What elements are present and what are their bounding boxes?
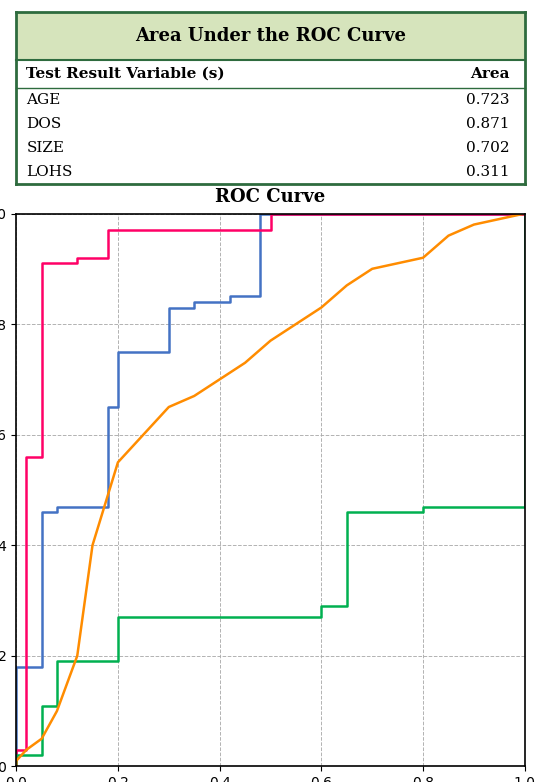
Text: Area: Area xyxy=(470,67,510,81)
Text: 0.311: 0.311 xyxy=(466,166,510,179)
Text: Area Under the ROC Curve: Area Under the ROC Curve xyxy=(135,27,406,45)
Bar xyxy=(16,12,525,60)
Text: 0.723: 0.723 xyxy=(466,93,510,107)
Text: AGE: AGE xyxy=(27,93,61,107)
Text: Test Result Variable (s): Test Result Variable (s) xyxy=(27,67,225,81)
Title: ROC Curve: ROC Curve xyxy=(215,188,326,206)
Text: LOHS: LOHS xyxy=(27,166,73,179)
Text: DOS: DOS xyxy=(27,117,62,131)
Text: SIZE: SIZE xyxy=(27,142,64,155)
Text: 0.871: 0.871 xyxy=(466,117,510,131)
Text: 0.702: 0.702 xyxy=(466,142,510,155)
